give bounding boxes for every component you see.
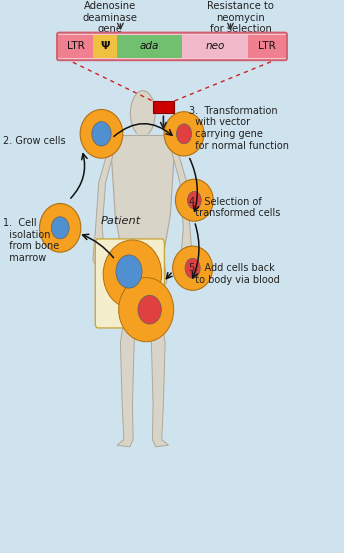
Polygon shape (119, 254, 167, 296)
Text: neo: neo (205, 41, 225, 51)
FancyBboxPatch shape (58, 35, 93, 58)
Polygon shape (117, 288, 141, 447)
Ellipse shape (116, 255, 142, 288)
Polygon shape (110, 135, 175, 254)
Text: Resistance to
neomycin
for selection: Resistance to neomycin for selection (207, 1, 274, 34)
Text: Ψ: Ψ (100, 41, 110, 51)
FancyBboxPatch shape (117, 35, 182, 58)
FancyBboxPatch shape (182, 35, 248, 58)
Text: 3.  Transformation
  with vector
  carrying gene
  for normal function: 3. Transformation with vector carrying g… (189, 106, 289, 151)
Text: ada: ada (140, 41, 159, 51)
Polygon shape (144, 288, 169, 447)
Text: 1.  Cell
  isolation
  from bone
  marrow: 1. Cell isolation from bone marrow (3, 218, 60, 263)
FancyBboxPatch shape (95, 239, 164, 328)
Ellipse shape (51, 217, 69, 239)
FancyBboxPatch shape (93, 35, 117, 58)
Text: LTR: LTR (67, 41, 85, 51)
FancyBboxPatch shape (137, 118, 148, 137)
Text: 2. Grow cells: 2. Grow cells (3, 136, 66, 146)
Ellipse shape (175, 179, 213, 221)
Text: Adenosine
deaminase
gene: Adenosine deaminase gene (83, 1, 138, 34)
Ellipse shape (40, 204, 81, 252)
FancyBboxPatch shape (153, 101, 174, 113)
Ellipse shape (138, 295, 161, 324)
Ellipse shape (173, 246, 213, 290)
Ellipse shape (164, 112, 204, 156)
Ellipse shape (92, 122, 111, 146)
Ellipse shape (130, 91, 155, 136)
Text: LTR: LTR (258, 41, 276, 51)
FancyBboxPatch shape (248, 35, 286, 58)
Ellipse shape (80, 109, 123, 158)
FancyBboxPatch shape (57, 33, 287, 60)
Ellipse shape (103, 240, 162, 309)
Text: Patient: Patient (100, 216, 141, 226)
Ellipse shape (119, 278, 174, 342)
Ellipse shape (187, 191, 201, 209)
Polygon shape (170, 139, 193, 271)
Ellipse shape (176, 124, 192, 144)
Ellipse shape (185, 258, 200, 278)
Text: 5.  Add cells back
  to body via blood: 5. Add cells back to body via blood (189, 263, 280, 285)
Text: 4.  Selection of
  transformed cells: 4. Selection of transformed cells (189, 196, 281, 218)
Polygon shape (93, 139, 116, 271)
